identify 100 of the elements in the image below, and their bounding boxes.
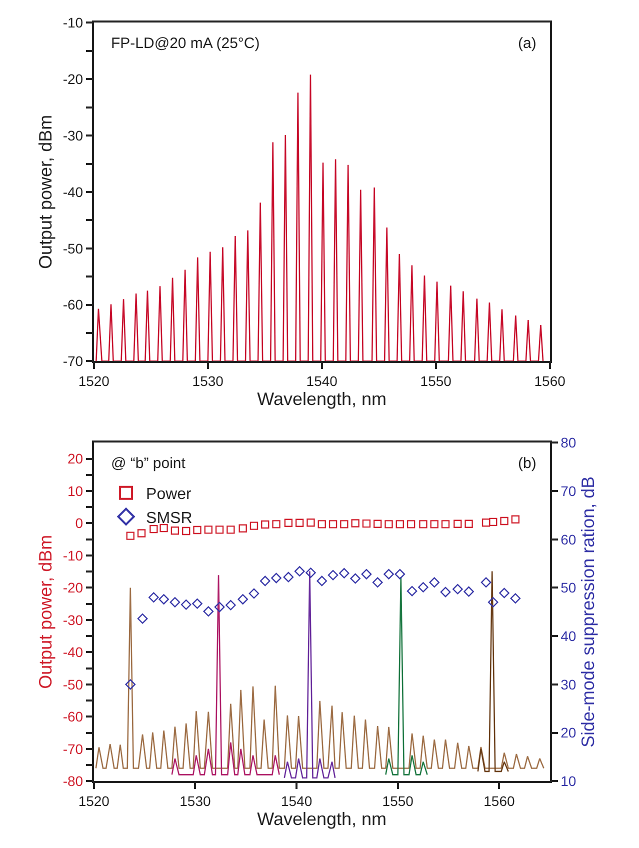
- point: [238, 524, 247, 532]
- y-tick-label: -10: [62, 14, 84, 31]
- y2-tick-label: 30: [560, 676, 576, 692]
- point: [192, 598, 202, 609]
- x-tick-label: 1560: [534, 373, 566, 390]
- point: [489, 518, 498, 526]
- point: [511, 515, 520, 524]
- point: [480, 577, 492, 588]
- y-tick-label: -70: [62, 740, 84, 757]
- point: [441, 520, 450, 528]
- point: [452, 584, 463, 594]
- point: [137, 529, 146, 538]
- point: [170, 597, 180, 608]
- point: [372, 577, 383, 588]
- point: [430, 520, 438, 528]
- x-tick-label: 1520: [78, 373, 110, 390]
- point: [283, 572, 294, 582]
- point: [261, 520, 270, 529]
- y2-tick-label: 40: [560, 628, 576, 644]
- point: [419, 520, 428, 528]
- point: [126, 532, 134, 540]
- y-tick-label: -30: [62, 127, 84, 144]
- point: [125, 679, 136, 690]
- x-tick-label: 1550: [420, 373, 452, 390]
- point: [306, 518, 315, 527]
- point: [350, 573, 360, 584]
- line-series: [95, 587, 544, 769]
- point: [406, 520, 416, 528]
- line-series: [96, 74, 544, 362]
- point: [295, 518, 304, 528]
- point: [272, 520, 280, 528]
- point: [499, 588, 510, 598]
- point: [158, 594, 169, 604]
- point: [150, 524, 158, 534]
- y-tick-label: -80: [62, 773, 84, 790]
- point: [215, 526, 224, 534]
- point: [351, 519, 360, 528]
- point: [339, 568, 350, 578]
- annotation: (b): [518, 455, 536, 472]
- point: [214, 602, 225, 612]
- y2-tick-label: 50: [560, 580, 576, 596]
- y-tick-label: -50: [62, 240, 84, 256]
- y-tick-label: -40: [62, 644, 84, 660]
- point: [182, 526, 190, 536]
- point: [260, 576, 270, 586]
- point: [340, 520, 348, 528]
- y-tick-label: -20: [62, 71, 84, 88]
- y-tick-label: -30: [62, 612, 84, 628]
- y-tick-label: -40: [62, 184, 84, 200]
- line-series: [171, 574, 280, 776]
- y2-tick-label: 20: [560, 724, 576, 741]
- x-axis-title: Wavelength, nm: [257, 808, 387, 829]
- point: [384, 520, 393, 528]
- point: [226, 600, 236, 610]
- point: [203, 606, 214, 617]
- point: [316, 576, 328, 586]
- y2-tick-label: 70: [560, 482, 576, 499]
- point: [440, 586, 451, 598]
- point: [284, 518, 293, 528]
- point: [374, 520, 382, 528]
- point: [406, 586, 418, 596]
- y-tick-label: -50: [62, 676, 84, 692]
- point: [226, 526, 235, 534]
- point: [328, 570, 338, 580]
- x-tick-label: 1540: [306, 373, 338, 390]
- y-axis-title: Output power, dBm: [36, 534, 56, 689]
- x-axis-title: Wavelength, nm: [257, 389, 387, 410]
- x-tick-label: 1540: [280, 792, 312, 809]
- point: [488, 597, 498, 608]
- legend-label: Power: [146, 486, 192, 504]
- point: [510, 593, 521, 604]
- point: [362, 519, 371, 528]
- point: [361, 569, 372, 580]
- point: [394, 569, 406, 580]
- point: [318, 520, 326, 528]
- point: [396, 520, 404, 528]
- annotation: FP-LD@20 mA (25°C): [111, 35, 260, 52]
- x-tick-label: 1530: [180, 792, 211, 809]
- annotation: (a): [518, 35, 536, 52]
- y-tick-label: -60: [62, 708, 84, 725]
- y-tick-label: 10: [68, 482, 84, 499]
- line-series: [477, 570, 509, 772]
- x-tick-label: 1520: [78, 792, 110, 809]
- y2-axis-title: Side-mode suppression ration, dB: [578, 476, 598, 748]
- point: [204, 526, 212, 534]
- point: [306, 568, 316, 578]
- point: [500, 516, 508, 526]
- y-tick-label: 0: [75, 515, 84, 532]
- y-tick-label: -70: [62, 353, 84, 370]
- y2-tick-label: 10: [560, 773, 576, 790]
- point: [170, 526, 180, 535]
- point: [271, 572, 282, 584]
- point: [248, 588, 260, 599]
- point: [137, 614, 148, 624]
- point: [193, 526, 202, 534]
- point: [294, 566, 305, 576]
- point: [464, 586, 474, 597]
- y-axis-title: Output power, dBm: [36, 114, 56, 270]
- point: [429, 577, 440, 588]
- point: [148, 592, 159, 603]
